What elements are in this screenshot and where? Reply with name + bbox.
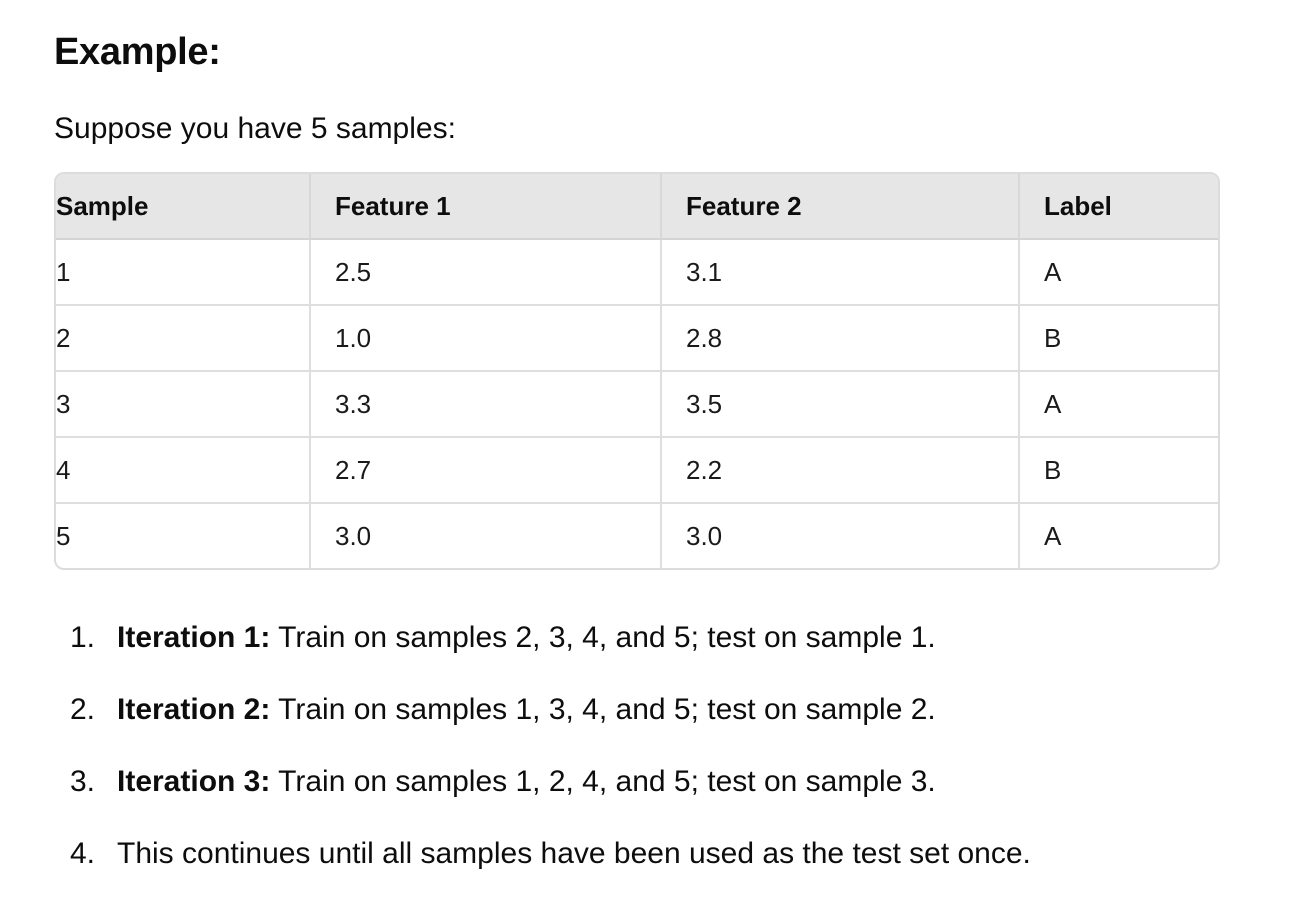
step-text: Train on samples 1, 3, 4, and 5; test on… bbox=[270, 693, 936, 726]
table-cell: 2.8 bbox=[661, 304, 1020, 371]
table-cell: 3.3 bbox=[310, 370, 662, 437]
list-item: 2. Iteration 2: Train on samples 1, 3, 4,… bbox=[70, 688, 1031, 732]
table-cell: 2.2 bbox=[661, 436, 1020, 503]
step-title: Iteration 2: bbox=[117, 693, 271, 726]
table-cell: A bbox=[1019, 502, 1218, 568]
table-cell: A bbox=[1044, 256, 1062, 287]
section-heading: Example: bbox=[54, 31, 221, 73]
column-header-sample: Sample bbox=[56, 174, 311, 240]
step-title: Iteration 3: bbox=[117, 765, 271, 798]
table-cell: 5 bbox=[56, 502, 311, 568]
table-cell: A bbox=[1019, 370, 1218, 437]
column-header-feature-2: Feature 2 bbox=[661, 174, 1020, 240]
table-header-row: Sample Feature 1 Feature 2 Label bbox=[56, 174, 1218, 240]
column-header-label: Label bbox=[1019, 174, 1218, 240]
samples-table: Sample Feature 1 Feature 2 Label 1 2.5 3… bbox=[54, 172, 1220, 570]
list-item: 1. Iteration 1: Train on samples 2, 3, 4,… bbox=[70, 616, 1031, 660]
step-title: Iteration 1: bbox=[117, 621, 271, 654]
step-text: This continues until all samples have be… bbox=[117, 837, 1031, 870]
table-cell: B bbox=[1019, 436, 1218, 503]
table-row: 3 3.3 3.5 A bbox=[56, 370, 1218, 437]
list-number: 2. bbox=[70, 693, 96, 726]
table-cell: 2.7 bbox=[310, 436, 662, 503]
list-number: 4. bbox=[70, 837, 96, 870]
column-header-feature-1: Feature 1 bbox=[310, 174, 662, 240]
table-cell: 1.0 bbox=[310, 304, 662, 371]
iteration-list: 1. Iteration 1: Train on samples 2, 3, 4,… bbox=[70, 616, 1031, 904]
table-cell: 3.1 bbox=[661, 239, 1020, 305]
intro-paragraph: Suppose you have 5 samples: bbox=[54, 112, 456, 145]
table-row: 1 2.5 3.1 A bbox=[56, 239, 1218, 305]
list-number: 3. bbox=[70, 765, 96, 798]
list-item: 3. Iteration 3: Train on samples 1, 2, 4,… bbox=[70, 760, 1031, 804]
table-cell: B bbox=[1019, 304, 1218, 371]
table-cell: 2.5 bbox=[310, 239, 662, 305]
table-row: 5 3.0 3.0 A bbox=[56, 502, 1218, 568]
list-item: 4. This continues until all samples have … bbox=[70, 832, 1031, 876]
step-text: Train on samples 1, 2, 4, and 5; test on… bbox=[270, 765, 936, 798]
table-cell: 3.0 bbox=[310, 502, 662, 568]
table-row: 2 1.0 2.8 B bbox=[56, 304, 1218, 371]
table-cell: 4 bbox=[56, 436, 311, 503]
table-row: 4 2.7 2.2 B bbox=[56, 436, 1218, 503]
table-cell: 3.5 bbox=[661, 370, 1020, 437]
table-cell: 3.0 bbox=[661, 502, 1020, 568]
table-cell: 2 bbox=[56, 304, 311, 371]
table-cell: 1 bbox=[56, 239, 311, 305]
table-cell: 3 bbox=[56, 370, 311, 437]
step-text: Train on samples 2, 3, 4, and 5; test on… bbox=[270, 621, 936, 654]
list-number: 1. bbox=[70, 621, 96, 654]
